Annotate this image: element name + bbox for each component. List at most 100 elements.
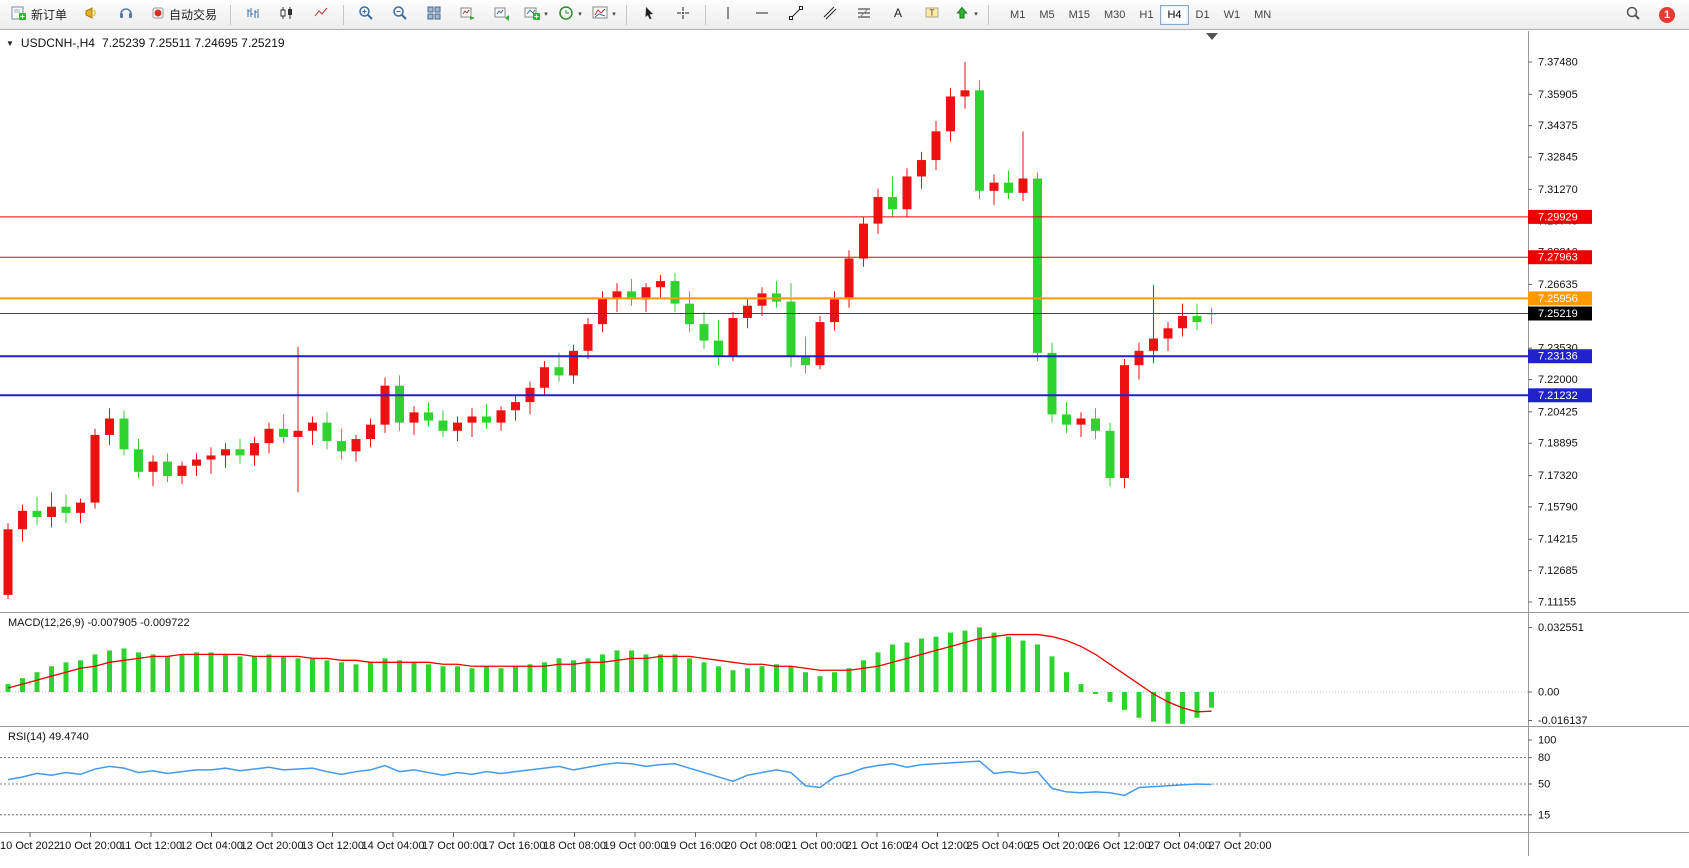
candle-body — [1062, 414, 1071, 425]
candle-body — [989, 182, 999, 191]
arrow-shape-icon — [954, 5, 970, 24]
crosshair-tool-button[interactable] — [667, 2, 699, 28]
rsi-panel: 100 80 50 15 RSI(14) 49.4740 — [0, 731, 1556, 821]
macd-bar — [237, 656, 243, 692]
macd-bar — [469, 668, 475, 692]
support-button[interactable] — [110, 2, 142, 28]
text-label-tool-button[interactable]: T — [916, 2, 948, 28]
current-price-tag — [1528, 306, 1592, 321]
trendline-tool-button[interactable] — [780, 2, 812, 28]
candle-body — [641, 287, 651, 300]
time-label: 21 Oct 16:00 — [846, 840, 909, 852]
timeframe-D1[interactable]: D1 — [1195, 8, 1210, 21]
price-tag-label: 7.21232 — [1538, 390, 1578, 402]
new-order-icon — [11, 5, 27, 24]
macd-bar — [991, 632, 997, 692]
macd-bar — [1209, 692, 1214, 708]
megaphone-icon — [84, 5, 100, 24]
periods-button[interactable]: ▾ — [554, 2, 586, 28]
price-tag — [1528, 250, 1592, 265]
macd-bar — [846, 668, 852, 692]
macd-bar — [107, 650, 112, 692]
time-label: 27 Oct 20:00 — [1209, 840, 1272, 852]
macd-bar — [658, 654, 663, 692]
auto-scroll-button[interactable] — [452, 2, 484, 28]
trendline-icon — [788, 5, 804, 24]
arrows-tool-button[interactable]: ▾ — [950, 2, 982, 28]
svg-text:7.18895: 7.18895 — [1538, 438, 1578, 450]
timeframe-M5[interactable]: M5 — [1039, 8, 1055, 21]
candle-body — [670, 281, 680, 304]
candle-body — [1192, 315, 1202, 323]
line-chart-button[interactable] — [305, 2, 337, 28]
cursor-tool-button[interactable] — [633, 2, 665, 28]
vertical-line-tool-button[interactable] — [712, 2, 744, 28]
announcement-button[interactable] — [76, 2, 108, 28]
candle-body — [235, 449, 245, 456]
macd-bar — [368, 662, 373, 692]
svg-text:0.00: 0.00 — [1538, 687, 1559, 699]
candle-body — [1163, 328, 1173, 339]
tile-windows-button[interactable] — [418, 2, 450, 28]
time-label: 13 Oct 12:00 — [301, 840, 364, 852]
text-tool-button[interactable]: A — [882, 2, 914, 28]
svg-text:50: 50 — [1538, 779, 1550, 791]
svg-text:7.17320: 7.17320 — [1538, 470, 1578, 482]
svg-text:7.22000: 7.22000 — [1538, 374, 1578, 386]
timeframe-MN[interactable]: MN — [1254, 8, 1272, 21]
macd-bar — [817, 676, 823, 692]
search-button[interactable] — [1617, 2, 1649, 28]
horizontal-line-tool-button[interactable] — [746, 2, 778, 28]
zoom-out-button[interactable] — [384, 2, 416, 28]
notification-badge[interactable]: 1 — [1659, 6, 1675, 23]
time-label: 18 Oct 08:00 — [543, 840, 606, 852]
zoom-out-icon — [392, 5, 408, 24]
macd-bar — [614, 650, 620, 692]
macd-bar — [585, 658, 591, 692]
chart-shift-icon — [494, 5, 510, 24]
clock-icon — [558, 5, 574, 24]
candle-body — [380, 385, 390, 425]
candle-body — [105, 418, 114, 435]
chart-shift-button[interactable] — [486, 2, 518, 28]
zoom-in-button[interactable] — [350, 2, 382, 28]
timeframe-W1[interactable]: W1 — [1223, 8, 1241, 21]
svg-text:7.12685: 7.12685 — [1538, 565, 1578, 577]
fibonacci-tool-button[interactable] — [848, 2, 880, 28]
price-tag — [1528, 291, 1592, 306]
autotrading-button[interactable]: 自动交易 — [144, 2, 224, 28]
candle-body — [960, 90, 970, 97]
timeframe-H1[interactable]: H1 — [1139, 8, 1154, 21]
new-order-button[interactable]: 新订单 — [4, 2, 74, 28]
channel-tool-button[interactable] — [814, 2, 846, 28]
one-click-trading-toggle[interactable]: ▼ — [6, 38, 14, 48]
timeframe-M30[interactable]: M30 — [1104, 8, 1126, 21]
main-toolbar: 新订单 自动交易 ▾ ▾ — [0, 0, 1689, 30]
chart-shift-marker[interactable] — [1206, 33, 1218, 40]
time-label: 21 Oct 00:00 — [785, 840, 848, 852]
time-label: 11 Oct 12:00 — [120, 840, 182, 852]
macd-bar — [5, 684, 11, 692]
timeframe-H4[interactable]: H4 — [1160, 4, 1189, 25]
new-order-label: 新订单 — [31, 8, 68, 22]
new-chart-button[interactable]: ▾ — [520, 2, 552, 28]
indicators-button[interactable]: ▾ — [588, 2, 620, 28]
timeframe-M15[interactable]: M15 — [1068, 8, 1090, 21]
candle-body — [786, 301, 796, 357]
text-label-icon: T — [924, 5, 940, 24]
macd-bar — [962, 630, 968, 692]
candle-body — [409, 412, 419, 423]
candle-body — [467, 416, 477, 423]
candle-body — [206, 455, 216, 460]
candle-body — [1091, 418, 1100, 431]
macd-bar — [803, 672, 808, 692]
tile-windows-icon — [426, 5, 442, 24]
timeframe-M1[interactable]: M1 — [1010, 8, 1026, 21]
macd-bar — [92, 654, 98, 692]
candlestick-chart-button[interactable] — [271, 2, 303, 28]
candle-body — [496, 410, 506, 423]
time-label: 20 Oct 08:00 — [725, 840, 788, 852]
bar-chart-button[interactable] — [237, 2, 269, 28]
